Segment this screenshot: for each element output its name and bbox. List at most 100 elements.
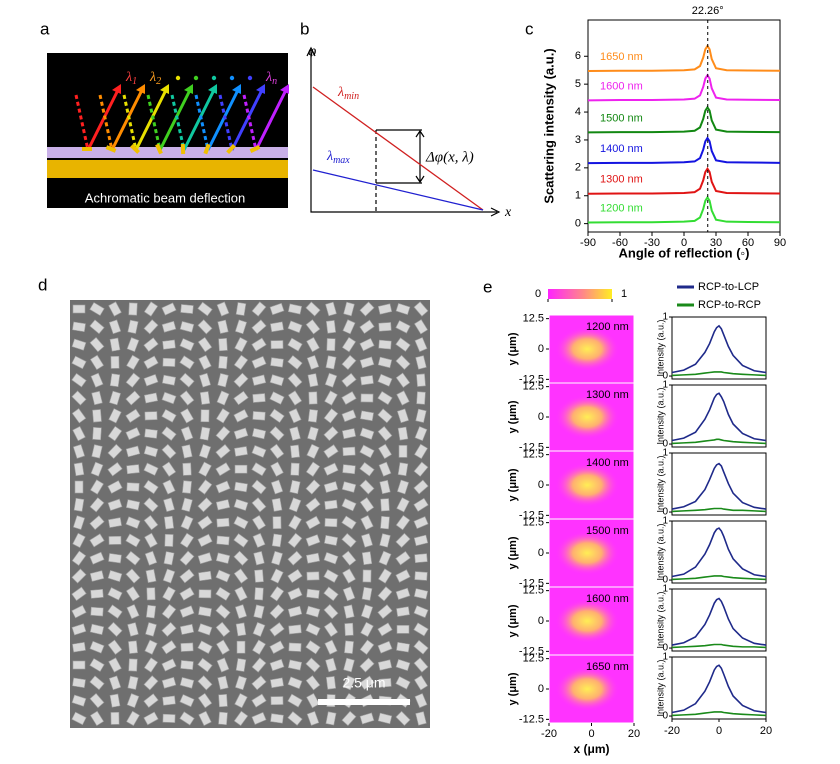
nano-brick bbox=[179, 677, 195, 689]
nano-brick bbox=[91, 390, 103, 406]
nano-brick bbox=[144, 639, 158, 655]
arrowhead bbox=[490, 207, 501, 217]
nano-brick bbox=[109, 373, 121, 388]
nano-brick bbox=[72, 532, 86, 548]
nano-brick bbox=[234, 675, 248, 691]
nano-brick bbox=[128, 302, 138, 316]
nano-brick bbox=[233, 515, 249, 530]
profile-line bbox=[671, 438, 767, 445]
nano-brick bbox=[397, 426, 409, 441]
map-y-title: y (μm) bbox=[507, 400, 519, 433]
nano-brick bbox=[287, 676, 303, 690]
beam bbox=[122, 94, 138, 151]
nano-brick bbox=[218, 711, 228, 726]
tick-label: 0 bbox=[538, 479, 544, 491]
profile-frame bbox=[671, 384, 767, 448]
arrowhead bbox=[280, 84, 289, 94]
tick-label: 60 bbox=[742, 237, 754, 249]
nano-brick bbox=[306, 355, 320, 370]
nano-brick bbox=[251, 462, 267, 477]
subscript: min bbox=[344, 91, 359, 102]
nano-brick bbox=[125, 586, 141, 602]
nano-brick bbox=[215, 621, 231, 637]
nano-brick bbox=[395, 372, 411, 388]
nano-brick bbox=[344, 622, 354, 636]
nano-brick bbox=[71, 390, 87, 406]
nano-brick bbox=[377, 408, 393, 424]
nano-brick bbox=[323, 481, 339, 493]
nano-brick bbox=[181, 444, 193, 459]
arrowhead bbox=[232, 84, 241, 94]
nano-brick bbox=[270, 321, 284, 333]
lambda-max-line bbox=[312, 169, 484, 211]
nano-brick bbox=[179, 338, 195, 352]
series-label: 1200 nm bbox=[600, 202, 643, 214]
nano-brick bbox=[305, 319, 321, 335]
nano-brick bbox=[146, 587, 156, 601]
nano-brick bbox=[215, 499, 231, 511]
tick-label: 20 bbox=[760, 725, 772, 737]
profile-y-title: Intensity (a.u.) bbox=[655, 523, 665, 580]
nano-brick bbox=[252, 514, 266, 531]
nano-brick bbox=[306, 337, 320, 353]
nano-brick bbox=[395, 658, 411, 672]
nano-brick bbox=[161, 603, 177, 620]
nano-brick bbox=[305, 534, 321, 547]
nano-brick bbox=[377, 356, 393, 369]
nano-brick bbox=[341, 409, 357, 423]
nano-brick bbox=[145, 622, 157, 637]
nano-brick bbox=[197, 623, 213, 636]
series-line bbox=[587, 166, 781, 195]
nano-brick bbox=[324, 518, 338, 528]
beam bbox=[218, 94, 234, 151]
nano-brick bbox=[325, 711, 337, 726]
profile-line bbox=[671, 527, 767, 578]
nano-brick bbox=[144, 428, 158, 439]
nano-brick bbox=[360, 604, 374, 619]
nano-brick bbox=[162, 357, 176, 367]
nano-brick bbox=[179, 355, 195, 370]
map-label: 1400 nm bbox=[586, 457, 629, 469]
beam bbox=[110, 89, 144, 151]
nano-brick bbox=[125, 372, 141, 388]
nano-brick bbox=[145, 568, 157, 584]
nano-brick bbox=[89, 319, 105, 335]
nano-brick bbox=[233, 498, 249, 511]
nano-brick bbox=[197, 301, 213, 317]
nano-brick bbox=[395, 676, 411, 690]
nano-brick bbox=[323, 462, 339, 476]
nano-brick bbox=[287, 532, 303, 549]
nano-antenna bbox=[105, 145, 117, 153]
series-line bbox=[587, 195, 781, 224]
nano-brick bbox=[235, 302, 247, 316]
nano-brick bbox=[342, 675, 356, 691]
nano-brick bbox=[287, 711, 303, 726]
subscript: 1 bbox=[132, 76, 137, 87]
nano-brick bbox=[305, 479, 321, 495]
nano-brick bbox=[398, 445, 408, 458]
nano-brick bbox=[378, 339, 392, 350]
nano-brick bbox=[307, 409, 319, 423]
series-label: 1650 nm bbox=[600, 51, 643, 63]
nano-brick bbox=[251, 657, 267, 673]
nano-brick bbox=[270, 677, 284, 689]
nano-brick bbox=[216, 517, 230, 528]
nano-brick bbox=[287, 659, 303, 671]
nano-brick bbox=[341, 354, 357, 370]
nano-brick bbox=[288, 497, 302, 513]
nano-brick bbox=[377, 712, 393, 725]
nano-brick bbox=[306, 571, 320, 581]
nano-brick bbox=[179, 711, 195, 726]
tick-label: -90 bbox=[580, 237, 596, 249]
nano-brick bbox=[341, 428, 357, 440]
nano-brick bbox=[162, 586, 176, 602]
nano-brick bbox=[272, 516, 282, 529]
nano-brick bbox=[305, 657, 321, 673]
nano-brick bbox=[287, 693, 303, 708]
nano-brick bbox=[72, 660, 86, 670]
y-axis-title: Scattering intensity (a.u.) bbox=[541, 48, 556, 203]
tick-label: 0 bbox=[588, 728, 594, 740]
nano-brick bbox=[270, 357, 284, 368]
nano-brick bbox=[325, 301, 337, 317]
tick-label: 1 bbox=[662, 652, 668, 663]
